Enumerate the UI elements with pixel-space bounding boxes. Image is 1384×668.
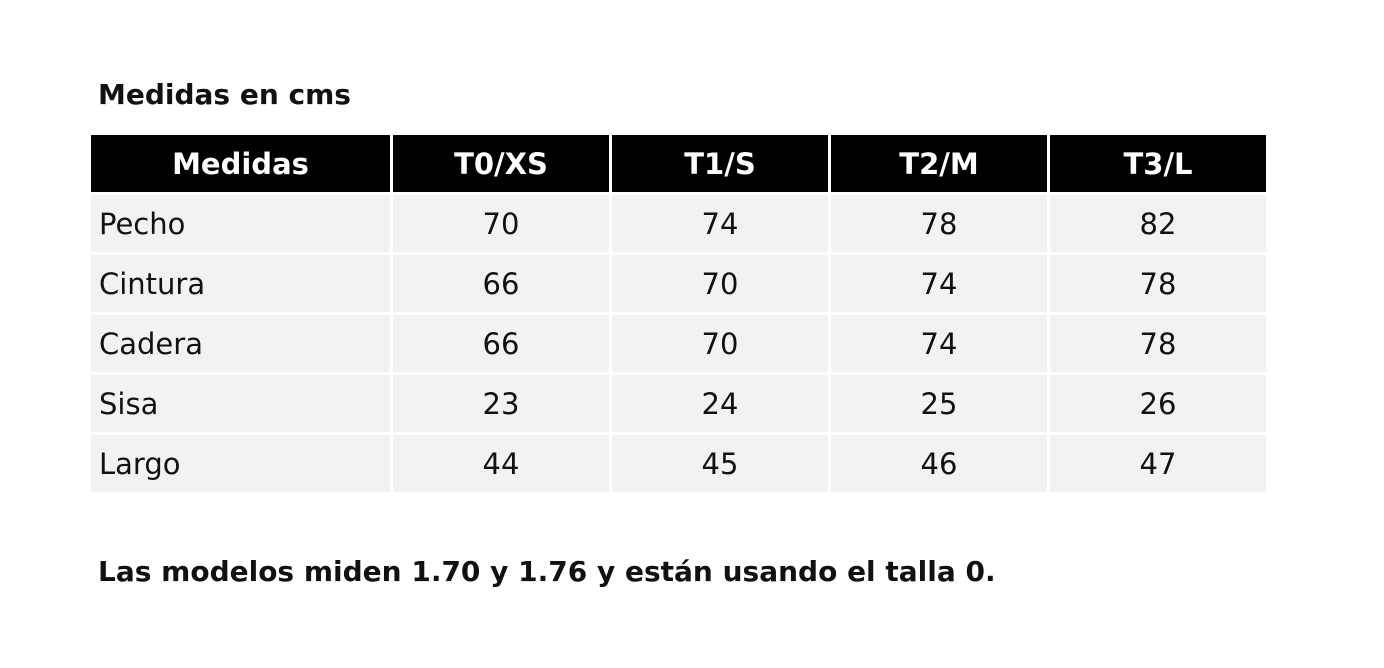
row-label: Cadera — [88, 312, 393, 375]
value-cell: 78 — [1047, 312, 1269, 375]
table-row: Sisa 23 24 25 26 — [88, 372, 1269, 435]
value-cell: 70 — [609, 252, 831, 315]
table-row: Cadera 66 70 74 78 — [88, 312, 1269, 375]
value-cell: 82 — [1047, 192, 1269, 255]
value-cell: 78 — [828, 192, 1050, 255]
value-cell: 78 — [1047, 252, 1269, 315]
value-cell: 74 — [828, 252, 1050, 315]
row-label: Sisa — [88, 372, 393, 435]
size-table: Medidas T0/XS T1/S T2/M T3/L Pecho 70 74 78 82 Ci… — [88, 132, 1269, 495]
value-cell: 44 — [390, 432, 612, 495]
value-cell: 23 — [390, 372, 612, 435]
header-cell: T2/M — [828, 132, 1050, 195]
value-cell: 26 — [1047, 372, 1269, 435]
value-cell: 74 — [828, 312, 1050, 375]
table-row: Largo 44 45 46 47 — [88, 432, 1269, 495]
value-cell: 24 — [609, 372, 831, 435]
value-cell: 45 — [609, 432, 831, 495]
header-cell: Medidas — [88, 132, 393, 195]
header-cell: T3/L — [1047, 132, 1269, 195]
row-label: Pecho — [88, 192, 393, 255]
table-row: Cintura 66 70 74 78 — [88, 252, 1269, 315]
row-label: Largo — [88, 432, 393, 495]
heading: Medidas en cms — [98, 78, 351, 111]
value-cell: 46 — [828, 432, 1050, 495]
table-row: Pecho 70 74 78 82 — [88, 192, 1269, 255]
table-body: Pecho 70 74 78 82 Cintura 66 70 74 78 Cadera 66 70 74… — [88, 192, 1269, 495]
value-cell: 66 — [390, 312, 612, 375]
header-cell: T1/S — [609, 132, 831, 195]
value-cell: 25 — [828, 372, 1050, 435]
header-row: Medidas T0/XS T1/S T2/M T3/L — [88, 132, 1269, 195]
row-label: Cintura — [88, 252, 393, 315]
value-cell: 47 — [1047, 432, 1269, 495]
value-cell: 66 — [390, 252, 612, 315]
header-cell: T0/XS — [390, 132, 612, 195]
value-cell: 70 — [609, 312, 831, 375]
value-cell: 74 — [609, 192, 831, 255]
note: Las modelos miden 1.70 y 1.76 y están us… — [98, 555, 996, 588]
value-cell: 70 — [390, 192, 612, 255]
